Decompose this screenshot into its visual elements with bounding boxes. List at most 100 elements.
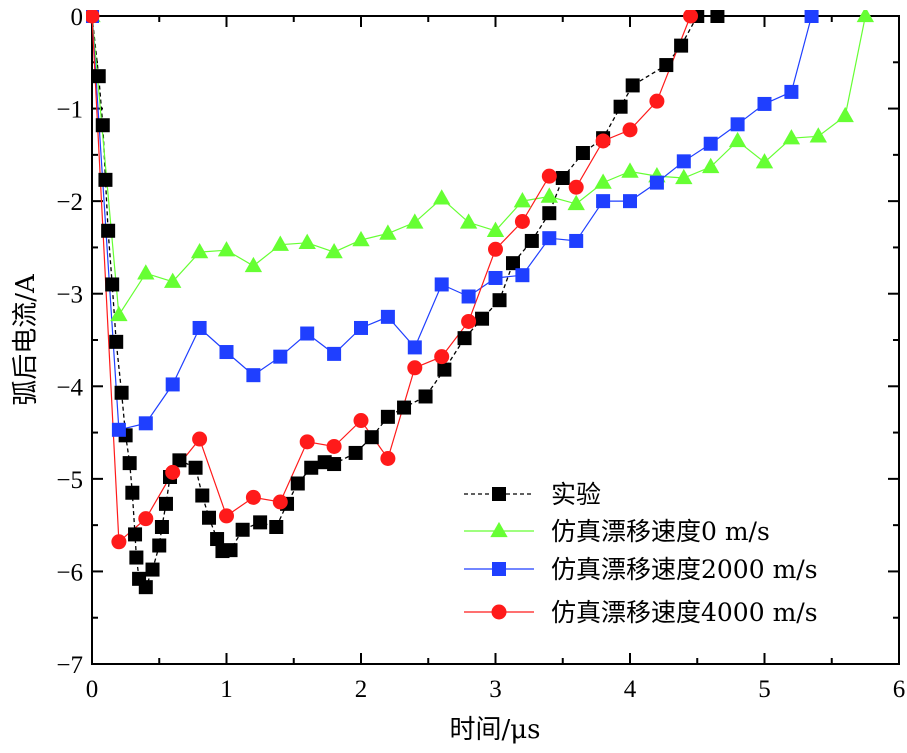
- y-tick-label: −2: [56, 189, 83, 216]
- data-point: [137, 264, 155, 280]
- data-point: [625, 78, 640, 93]
- x-tick-label: 6: [893, 676, 906, 703]
- data-point: [190, 242, 209, 259]
- legend-marker: [492, 562, 506, 576]
- y-tick-label: −7: [56, 652, 83, 679]
- data-point: [434, 349, 450, 365]
- data-point: [575, 146, 590, 161]
- data-point: [101, 223, 116, 238]
- data-point: [488, 270, 503, 285]
- data-point: [122, 456, 137, 471]
- x-tick-label: 5: [758, 676, 771, 703]
- data-point: [165, 377, 180, 392]
- data-point: [418, 389, 433, 404]
- axis-ticks: 0 1 2 3 4 5 6 0 −1 −2 −3 −4 −5 −6 −7: [56, 4, 905, 703]
- data-point: [407, 340, 422, 355]
- data-point: [514, 214, 530, 230]
- data-point: [172, 453, 187, 468]
- data-point: [353, 413, 369, 429]
- data-point: [459, 213, 478, 229]
- data-point: [683, 10, 699, 24]
- data-point: [195, 488, 210, 503]
- series-line: [91, 15, 813, 431]
- data-point: [380, 309, 395, 324]
- data-point: [461, 313, 477, 329]
- data-point: [622, 122, 638, 138]
- data-point: [703, 136, 718, 151]
- data-point: [95, 118, 110, 133]
- data-point: [114, 385, 129, 400]
- data-point: [836, 106, 854, 123]
- data-point: [352, 230, 370, 247]
- data-point: [109, 334, 124, 349]
- data-point: [613, 99, 628, 114]
- data-point: [782, 129, 801, 145]
- data-point: [457, 331, 472, 346]
- x-axis-title: 时间/μs: [449, 715, 540, 745]
- data-point: [380, 450, 396, 466]
- data-point: [406, 213, 424, 229]
- data-point: [235, 522, 250, 537]
- data-point: [164, 272, 182, 288]
- data-point: [192, 320, 207, 335]
- data-point: [433, 189, 451, 205]
- x-tick-label: 1: [220, 676, 233, 703]
- x-tick-label: 3: [489, 676, 502, 703]
- data-point: [757, 96, 772, 111]
- y-tick-label: −1: [56, 97, 83, 124]
- data-point: [219, 508, 234, 524]
- data-point: [596, 194, 611, 209]
- x-tick-label: 4: [624, 676, 637, 703]
- series-line: [91, 15, 866, 317]
- data-point: [407, 360, 423, 376]
- data-point: [649, 175, 664, 190]
- data-point: [299, 434, 315, 450]
- data-point: [325, 242, 343, 259]
- y-tick-label: −6: [56, 559, 83, 586]
- data-point: [809, 127, 827, 143]
- data-point: [804, 10, 819, 23]
- data-point: [98, 172, 113, 187]
- data-point: [594, 173, 612, 189]
- data-point: [595, 133, 611, 149]
- data-point: [379, 224, 397, 240]
- data-point: [621, 162, 639, 178]
- data-point: [111, 422, 126, 437]
- data-point: [437, 362, 452, 377]
- data-point: [192, 431, 208, 447]
- data-point: [513, 192, 532, 208]
- y-tick-label: −3: [56, 282, 83, 309]
- data-point: [348, 445, 363, 460]
- data-point: [105, 277, 120, 292]
- data-point: [568, 179, 584, 195]
- data-point: [542, 231, 557, 246]
- data-point: [856, 10, 875, 23]
- data-point: [784, 84, 799, 99]
- data-point: [492, 293, 507, 308]
- data-point: [397, 400, 412, 415]
- legend-label: 仿真漂移速度0 m/s: [551, 517, 770, 546]
- x-tick-label: 0: [86, 676, 99, 703]
- data-point: [158, 496, 173, 511]
- legend-marker: [490, 521, 508, 538]
- data-point: [659, 58, 674, 73]
- y-tick-label: 0: [71, 4, 84, 31]
- data-point: [326, 438, 342, 454]
- data-point: [217, 241, 236, 257]
- data-point: [728, 131, 747, 148]
- data-point: [246, 368, 261, 383]
- data-point: [475, 311, 490, 326]
- data-point: [505, 256, 520, 271]
- data-point: [110, 305, 128, 322]
- data-point: [152, 538, 167, 553]
- data-point: [434, 277, 449, 292]
- data-point: [702, 157, 720, 174]
- data-point: [154, 519, 169, 534]
- data-point: [271, 235, 289, 251]
- legend-label: 仿真漂移速度2000 m/s: [551, 555, 818, 584]
- data-point: [755, 153, 774, 169]
- data-point: [290, 476, 305, 491]
- x-tick-label: 2: [355, 676, 368, 703]
- data-point: [125, 485, 140, 500]
